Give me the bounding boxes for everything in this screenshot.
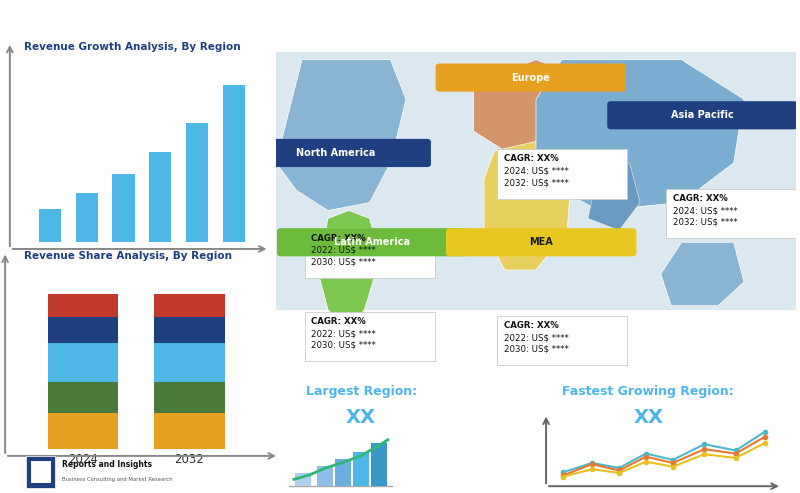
Text: CAGR: XX%: CAGR: XX% [504, 321, 558, 330]
Polygon shape [661, 242, 744, 306]
Text: Revenue Growth Analysis, By Region: Revenue Growth Analysis, By Region [24, 42, 241, 52]
Text: 2032: US$ ****: 2032: US$ **** [673, 218, 738, 227]
Text: Europe: Europe [511, 72, 550, 82]
Bar [113, 174, 134, 242]
Polygon shape [318, 211, 380, 330]
FancyBboxPatch shape [26, 456, 55, 488]
Bar [335, 459, 351, 486]
Text: CAGR: XX%: CAGR: XX% [673, 194, 727, 203]
Bar [154, 414, 225, 449]
Text: 2022: US$ ****: 2022: US$ **** [311, 329, 376, 338]
Bar [154, 382, 225, 414]
Text: Revenue Share Analysis, By Region: Revenue Share Analysis, By Region [24, 251, 232, 261]
Bar [48, 343, 118, 382]
Bar [76, 193, 98, 242]
Text: Fastest Growing Region:: Fastest Growing Region: [562, 386, 734, 398]
Text: 2030: US$ ****: 2030: US$ **** [311, 258, 376, 267]
Text: Business Consulting and Market Research: Business Consulting and Market Research [62, 477, 173, 482]
FancyBboxPatch shape [666, 189, 796, 238]
Text: CAGR: XX%: CAGR: XX% [311, 234, 366, 243]
Text: 2030: US$ ****: 2030: US$ **** [504, 345, 569, 354]
Bar [48, 294, 118, 317]
Text: XX: XX [634, 408, 663, 427]
Bar [295, 473, 310, 486]
Bar [48, 317, 118, 343]
Bar [38, 209, 61, 242]
FancyBboxPatch shape [607, 101, 798, 129]
Bar [186, 123, 208, 242]
Text: XX: XX [346, 408, 376, 427]
Text: 2032: US$ ****: 2032: US$ **** [504, 178, 569, 187]
Bar [354, 452, 369, 486]
Bar [154, 343, 225, 382]
Bar [48, 382, 118, 414]
Bar [48, 414, 118, 449]
Text: MEA: MEA [530, 237, 553, 247]
Text: Asia Pacific: Asia Pacific [671, 110, 734, 120]
FancyBboxPatch shape [277, 228, 467, 256]
Text: 2022: US$ ****: 2022: US$ **** [504, 333, 569, 342]
Polygon shape [276, 60, 406, 211]
FancyBboxPatch shape [436, 64, 626, 92]
Text: CAGR: XX%: CAGR: XX% [311, 317, 366, 326]
FancyBboxPatch shape [276, 52, 796, 310]
Text: North America: North America [296, 148, 375, 158]
Text: 2030: US$ ****: 2030: US$ **** [311, 341, 376, 350]
Polygon shape [484, 139, 573, 270]
FancyBboxPatch shape [30, 460, 52, 484]
FancyBboxPatch shape [241, 139, 431, 167]
Text: 2024: US$ ****: 2024: US$ **** [673, 206, 738, 215]
FancyBboxPatch shape [305, 228, 434, 278]
Text: Latin America: Latin America [334, 237, 410, 247]
Polygon shape [588, 163, 640, 230]
Polygon shape [474, 60, 573, 151]
FancyBboxPatch shape [497, 149, 627, 199]
Polygon shape [536, 60, 744, 211]
Text: 2022: US$ ****: 2022: US$ **** [311, 246, 376, 255]
Text: 2024: US$ ****: 2024: US$ **** [504, 166, 569, 176]
Bar [150, 152, 171, 242]
Bar [371, 443, 387, 486]
Bar [154, 317, 225, 343]
Text: Largest Region:: Largest Region: [306, 386, 417, 398]
Text: Reports and Insights: Reports and Insights [62, 460, 152, 469]
FancyBboxPatch shape [446, 228, 636, 256]
Bar [318, 466, 333, 486]
Text: GLOBAL CNC MACHINE MONITORING SOFTWARE MARKET REGIONAL LEVEL ANALYSIS: GLOBAL CNC MACHINE MONITORING SOFTWARE M… [8, 17, 640, 30]
FancyBboxPatch shape [305, 312, 434, 361]
FancyBboxPatch shape [497, 316, 627, 365]
Bar [154, 294, 225, 317]
Bar [223, 85, 246, 242]
Text: CAGR: XX%: CAGR: XX% [504, 154, 558, 163]
